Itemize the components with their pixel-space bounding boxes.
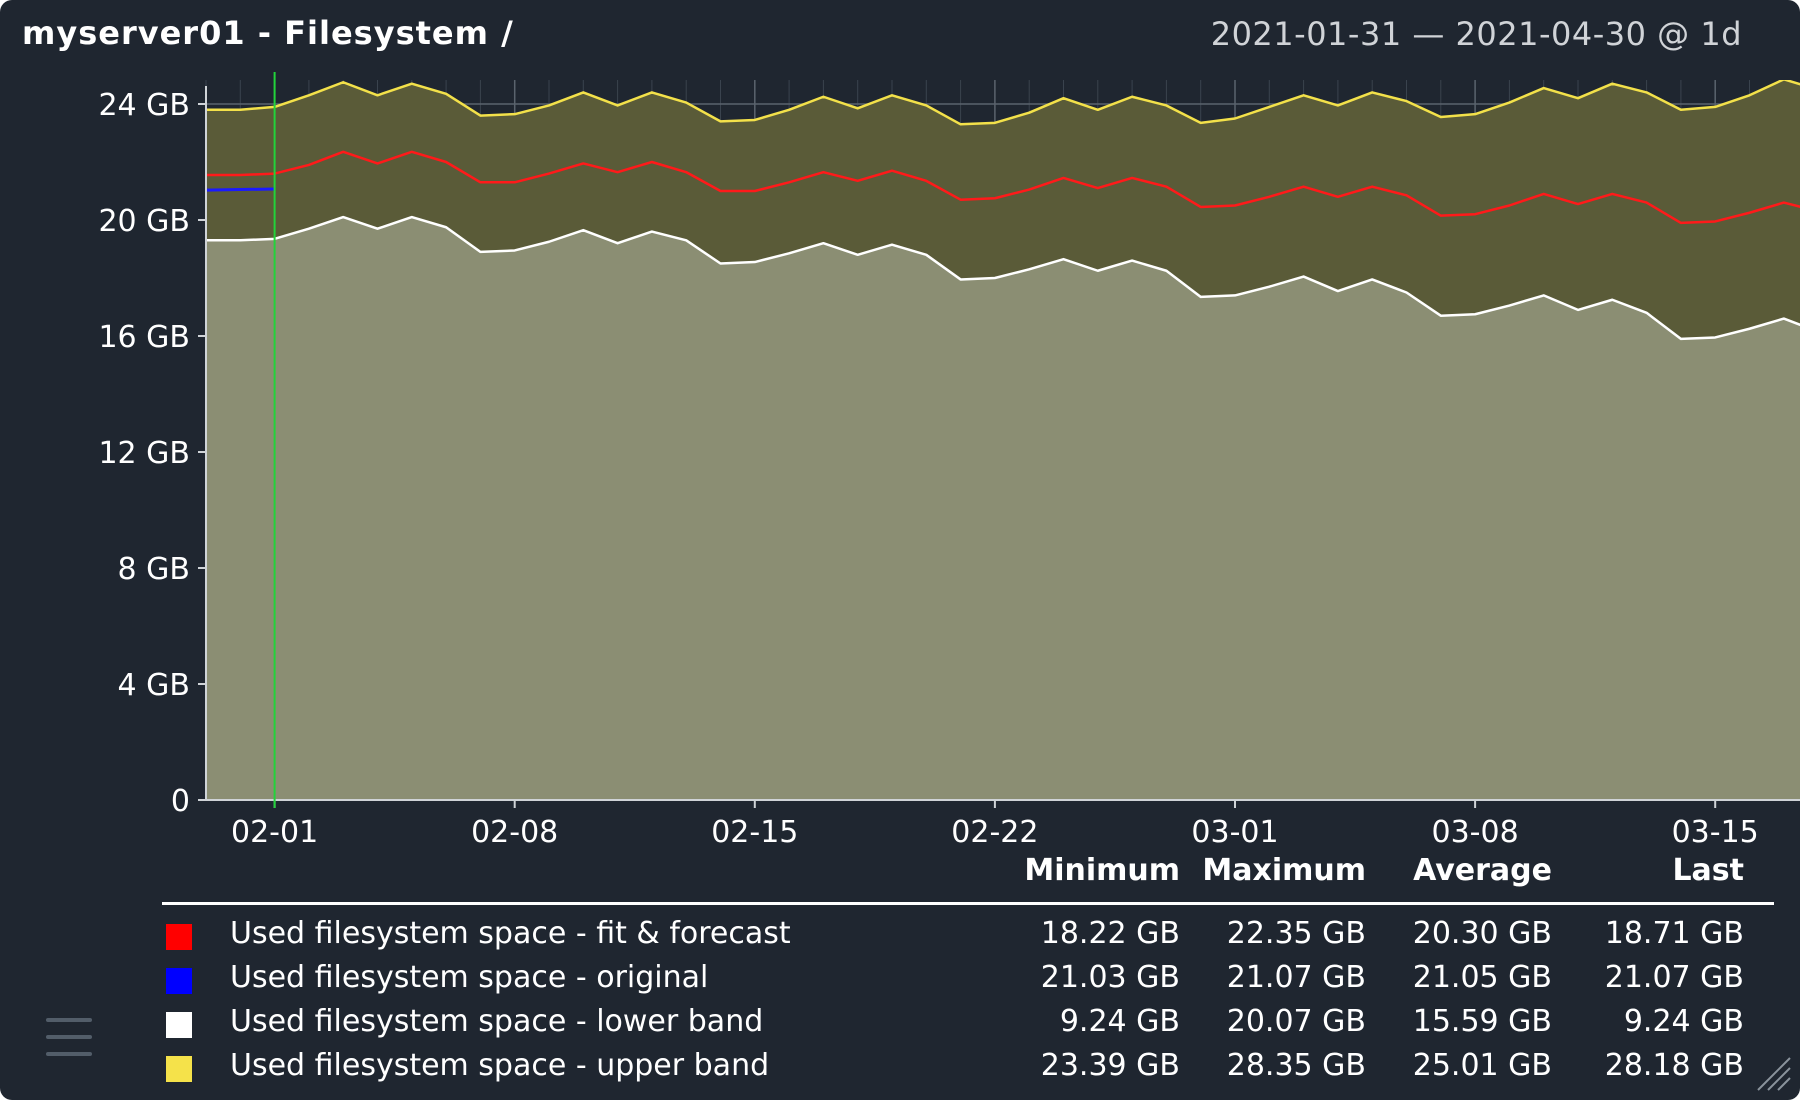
graph-title: myserver01 - Filesystem / [22,14,514,52]
y-tick-label: 28 GB [98,0,190,7]
forecast-band-area [206,80,1800,339]
axis-layer: 0 4 GB 8 GB 12 GB 16 GB 20 GB 24 GB 28 GB 02-01 0… [98,0,1800,850]
legend-col-average: Average [1413,853,1552,888]
hamburger-menu-icon[interactable] [46,1018,92,1056]
legend-max: 22.35 GB [1226,916,1366,951]
x-tick-label: 03-01 [1191,815,1278,850]
legend-row-lower-band: Used filesystem space - lower band 9.24 … [0,1004,1800,1048]
forecast-line [206,150,1800,225]
legend-col-minimum: Minimum [1024,853,1180,888]
legend-col-maximum: Maximum [1202,853,1366,888]
legend-max: 21.07 GB [1226,960,1366,995]
legend-label: Used filesystem space - upper band [230,1048,770,1083]
legend-max: 28.35 GB [1226,1048,1366,1083]
area-layer [206,80,1800,800]
legend-avg: 21.05 GB [1412,960,1552,995]
legend-avg: 15.59 GB [1412,1004,1552,1039]
lower-band-area [206,217,1800,800]
legend-last: 28.18 GB [1604,1048,1744,1083]
legend-last: 21.07 GB [1604,960,1744,995]
legend-last: 9.24 GB [1623,1004,1744,1039]
x-tick-label: 02-01 [231,815,318,850]
swatch-blue [166,968,192,994]
legend-min: 18.22 GB [1040,916,1180,951]
y-tick-label: 12 GB [98,436,190,471]
legend-divider [162,902,1774,905]
swatch-yellow [166,1056,192,1082]
y-tick-label: 8 GB [118,552,190,587]
legend-label: Used filesystem space - lower band [230,1004,764,1039]
y-tick-label: 20 GB [98,204,190,239]
legend-min: 23.39 GB [1040,1048,1180,1083]
legend-min: 21.03 GB [1040,960,1180,995]
legend-avg: 20.30 GB [1412,916,1552,951]
legend-max: 20.07 GB [1226,1004,1366,1039]
y-tick-label: 24 GB [98,88,190,123]
line-layer [206,80,1800,341]
x-tick-label: 03-15 [1672,815,1759,850]
y-tick-label: 16 GB [98,320,190,355]
x-tick-label: 03-08 [1432,815,1519,850]
legend-avg: 25.01 GB [1412,1048,1552,1083]
legend-last: 18.71 GB [1604,916,1744,951]
y-tick-label: 0 [171,784,190,819]
swatch-white [166,1012,192,1038]
legend-min: 9.24 GB [1059,1004,1180,1039]
original-line [206,187,275,192]
time-range[interactable]: 2021-01-31 — 2021-04-30 @ 1d [1210,15,1742,53]
upper-band-line [206,80,1800,126]
x-tick-label: 02-08 [471,815,558,850]
legend-row-upper-band: Used filesystem space - upper band 23.39… [0,1048,1800,1092]
legend-col-last: Last [1672,853,1744,888]
lower-band-line [206,215,1800,341]
y-tick-label: 4 GB [118,668,190,703]
legend-label: Used filesystem space - fit & forecast [230,916,791,951]
legend-row-forecast: Used filesystem space - fit & forecast 1… [0,916,1800,960]
x-tick-label: 02-22 [951,815,1038,850]
swatch-red [166,924,192,950]
legend-row-original: Used filesystem space - original 21.03 G… [0,960,1800,1004]
resize-handle-icon[interactable] [1752,1052,1792,1092]
legend-label: Used filesystem space - original [230,960,709,995]
x-tick-label: 02-15 [711,815,798,850]
